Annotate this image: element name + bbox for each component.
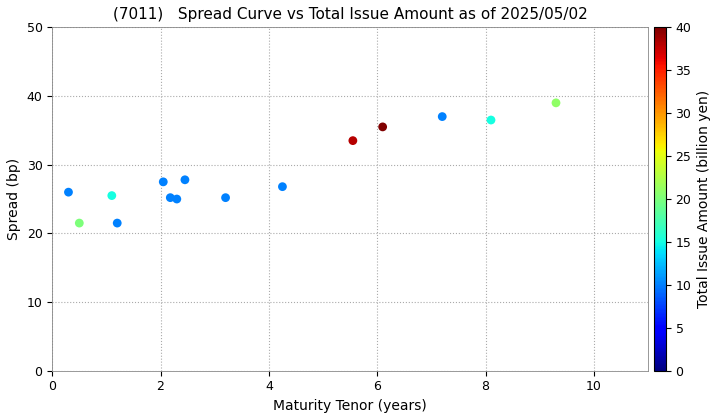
Point bbox=[550, 100, 562, 106]
Point bbox=[179, 176, 191, 183]
Title: (7011)   Spread Curve vs Total Issue Amount as of 2025/05/02: (7011) Spread Curve vs Total Issue Amoun… bbox=[113, 7, 588, 22]
Point bbox=[73, 220, 85, 226]
Point bbox=[436, 113, 448, 120]
Point bbox=[377, 123, 388, 130]
Point bbox=[165, 194, 176, 201]
Point bbox=[106, 192, 117, 199]
Y-axis label: Total Issue Amount (billion yen): Total Issue Amount (billion yen) bbox=[697, 90, 711, 308]
Point bbox=[63, 189, 74, 196]
X-axis label: Maturity Tenor (years): Maturity Tenor (years) bbox=[274, 399, 427, 413]
Point bbox=[276, 183, 288, 190]
Point bbox=[171, 196, 183, 202]
Point bbox=[158, 178, 169, 185]
Point bbox=[112, 220, 123, 226]
Point bbox=[485, 117, 497, 123]
Point bbox=[347, 137, 359, 144]
Point bbox=[220, 194, 231, 201]
Y-axis label: Spread (bp): Spread (bp) bbox=[7, 158, 21, 240]
